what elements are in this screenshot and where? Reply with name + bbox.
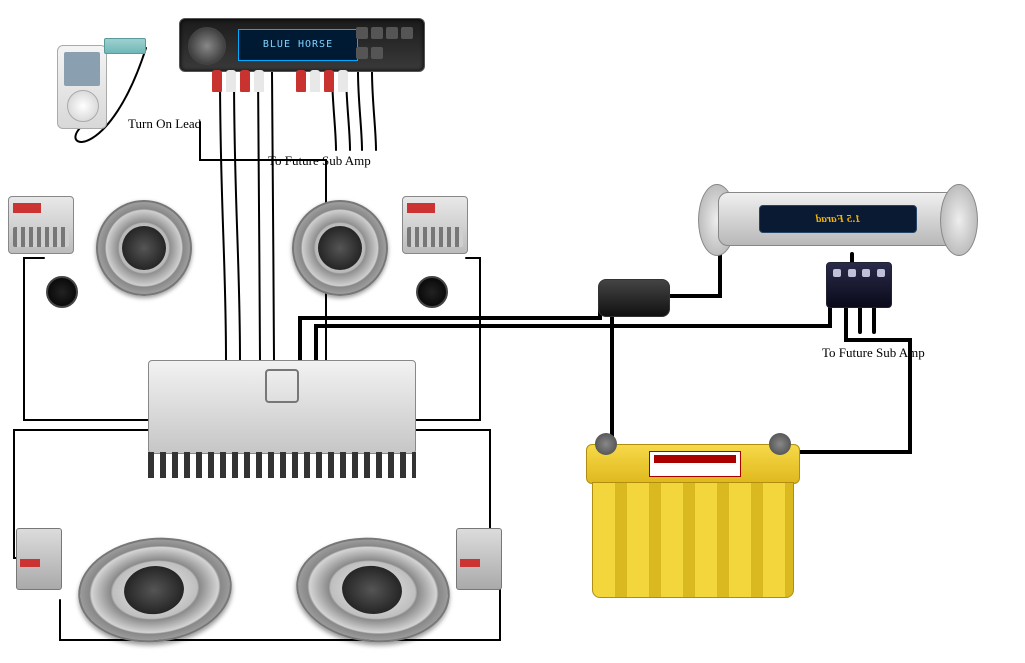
battery (586, 444, 800, 598)
head-unit: BLUE HORSE (179, 18, 425, 72)
ipod-device (57, 45, 107, 129)
rca-plug-icon (324, 70, 334, 92)
rca-plug-icon (226, 70, 236, 92)
capacitor: 1.5 Farad (698, 184, 978, 254)
ipod-dock-adapter (104, 38, 146, 54)
battery-terminal-neg-icon (595, 433, 617, 455)
front-right-tweeter (416, 276, 448, 308)
head-unit-display: BLUE HORSE (238, 29, 358, 61)
rear-left-speaker (73, 530, 237, 650)
rear-left-crossover (16, 528, 62, 590)
front-left-crossover (8, 196, 74, 254)
capacitor-label: 1.5 Farad (759, 205, 917, 233)
front-right-crossover (402, 196, 468, 254)
amplifier (148, 360, 416, 478)
amp-logo-icon (265, 369, 299, 403)
rca-plug-icon (212, 70, 222, 92)
rca-plug-icon (338, 70, 348, 92)
fuse-holder (598, 279, 670, 317)
label-turn-on-lead: Turn On Lead (128, 116, 201, 132)
front-left-tweeter (46, 276, 78, 308)
battery-terminal-pos-icon (769, 433, 791, 455)
battery-label-icon (649, 451, 741, 477)
rear-right-crossover (456, 528, 502, 590)
label-future-sub-amp-right: To Future Sub Amp (822, 345, 925, 361)
amp-heatsink-icon (148, 452, 416, 478)
rear-right-speaker (291, 530, 455, 650)
rca-plug-icon (240, 70, 250, 92)
rca-plug-icon (310, 70, 320, 92)
head-unit-buttons (356, 27, 414, 63)
front-right-speaker (292, 200, 388, 296)
distribution-block (826, 262, 892, 308)
front-left-speaker (96, 200, 192, 296)
rca-plug-icon (296, 70, 306, 92)
rca-output-row (210, 70, 392, 94)
volume-knob-icon (188, 27, 226, 65)
label-future-sub-amp-top: To Future Sub Amp (268, 153, 371, 169)
rca-plug-icon (254, 70, 264, 92)
